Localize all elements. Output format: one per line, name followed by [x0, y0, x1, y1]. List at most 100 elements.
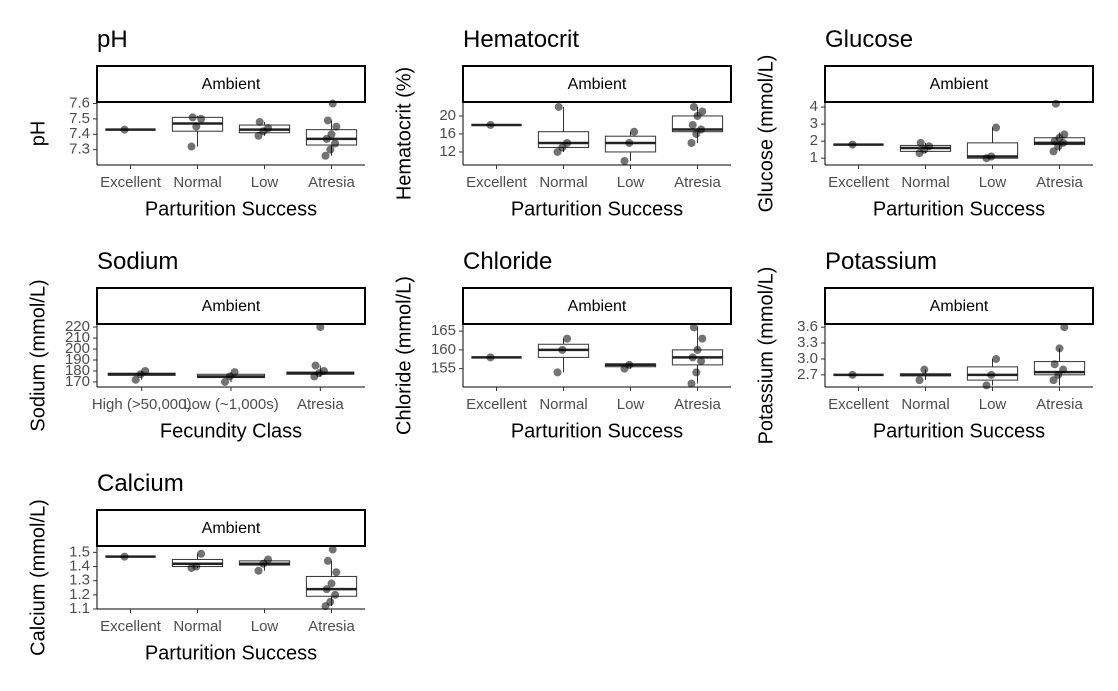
- strip-label: Ambient: [930, 298, 989, 315]
- y-tick-label: 3.6: [797, 318, 818, 335]
- point: [120, 552, 129, 561]
- y-tick-label: 200: [65, 340, 90, 357]
- x-tick-label: Normal: [539, 396, 587, 413]
- point: [920, 365, 929, 374]
- y-tick-label: 7.3: [69, 141, 90, 158]
- y-tick-label: 3.3: [797, 334, 818, 351]
- point: [322, 585, 331, 594]
- point: [316, 323, 325, 332]
- y-tick-label: 3.0: [797, 350, 818, 367]
- x-tick-label: Excellent: [100, 618, 162, 635]
- point: [987, 152, 996, 161]
- point: [192, 122, 201, 131]
- point: [254, 566, 263, 575]
- strip: [462, 287, 732, 325]
- x-tick-label: Atresia: [674, 174, 721, 191]
- point: [558, 345, 567, 354]
- x-axis-label: Parturition Success: [145, 642, 317, 664]
- x-tick-label: Atresia: [297, 396, 344, 413]
- point: [255, 117, 264, 126]
- y-tick-label: 1: [810, 149, 818, 166]
- x-tick-label: Excellent: [466, 396, 528, 413]
- y-tick-label: 220: [65, 318, 90, 335]
- panel-title: Sodium: [97, 248, 178, 275]
- point: [321, 151, 330, 160]
- point: [197, 114, 206, 123]
- strip: [96, 65, 366, 103]
- point: [554, 102, 563, 111]
- x-tick-label: Atresia: [1036, 174, 1083, 191]
- point: [323, 116, 332, 125]
- y-tick-label: 7.6: [69, 95, 90, 112]
- point: [630, 127, 639, 136]
- point: [328, 99, 337, 108]
- point: [915, 376, 924, 385]
- panel-title: Chloride: [463, 248, 552, 275]
- x-tick-label: Atresia: [308, 174, 355, 191]
- point: [311, 361, 320, 370]
- point: [188, 113, 197, 122]
- x-tick-label: Low: [251, 174, 279, 191]
- point: [1060, 323, 1069, 332]
- point: [486, 353, 495, 362]
- point: [563, 334, 572, 343]
- y-tick-label: 1.4: [69, 557, 90, 574]
- point: [326, 145, 335, 154]
- y-tick-label: 1.1: [69, 600, 90, 617]
- point: [327, 579, 336, 588]
- y-axis-label: Sodium (mmol/L): [27, 279, 49, 431]
- point: [982, 381, 991, 390]
- point: [687, 138, 696, 147]
- point: [1059, 365, 1068, 374]
- point: [221, 377, 229, 386]
- y-tick-label: 2.7: [797, 366, 818, 383]
- x-axis-label: Parturition Success: [873, 198, 1045, 220]
- point: [264, 555, 273, 564]
- x-tick-label: Normal: [173, 174, 221, 191]
- y-tick-label: 1.3: [69, 572, 90, 589]
- point: [692, 368, 701, 377]
- strip-label: Ambient: [202, 520, 261, 537]
- point: [1054, 370, 1063, 379]
- point: [1051, 99, 1060, 108]
- point: [625, 360, 634, 369]
- x-tick-label: Atresia: [674, 396, 721, 413]
- x-axis-label: Parturition Success: [145, 198, 317, 220]
- point: [1049, 376, 1058, 385]
- point: [689, 102, 698, 111]
- point: [332, 122, 341, 131]
- point: [1055, 344, 1064, 353]
- x-tick-label: Excellent: [466, 174, 528, 191]
- y-tick-label: 7.4: [69, 125, 90, 142]
- y-axis-label: Calcium (mmol/L): [27, 499, 49, 656]
- x-tick-label: Low: [251, 618, 279, 635]
- strip-label: Ambient: [202, 76, 261, 93]
- point: [192, 562, 201, 571]
- point: [698, 107, 707, 116]
- point: [697, 125, 706, 134]
- y-tick-label: 4: [810, 98, 818, 115]
- x-tick-label: Low (~1,000s): [183, 396, 278, 413]
- x-axis-label: Fecundity Class: [160, 420, 302, 442]
- point: [687, 379, 696, 388]
- y-tick-label: 20: [439, 107, 456, 124]
- x-axis-label: Parturition Success: [511, 420, 683, 442]
- point: [332, 568, 341, 577]
- point: [331, 590, 340, 599]
- strip-label: Ambient: [202, 298, 261, 315]
- x-tick-label: Excellent: [828, 174, 890, 191]
- point: [992, 123, 1001, 132]
- point: [688, 120, 697, 129]
- y-tick-label: 180: [65, 362, 90, 379]
- x-tick-label: Low: [617, 396, 645, 413]
- point: [987, 370, 996, 379]
- point: [323, 556, 332, 565]
- strip: [96, 287, 366, 325]
- point: [327, 130, 336, 139]
- point: [1050, 360, 1059, 369]
- x-tick-label: Low: [979, 396, 1007, 413]
